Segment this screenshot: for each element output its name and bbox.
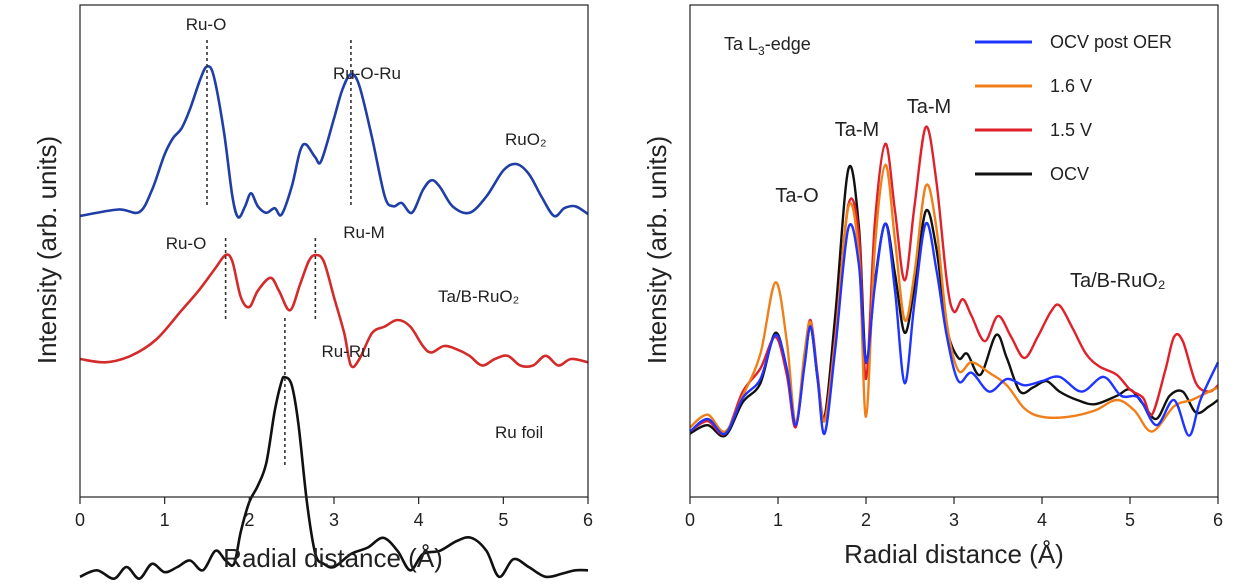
p1-x-tick-label: 6 — [583, 510, 593, 530]
p1-annotation-ru-m: Ru-M — [343, 223, 385, 242]
p1-series-ruo2 — [79, 64, 589, 219]
p2-legend-label-ocv-post-oer: OCV post OER — [1050, 32, 1172, 52]
p2-x-tick-label: 5 — [1125, 510, 1135, 530]
p1-x-axis-label: Radial distance (Å) — [223, 543, 443, 573]
p2-legend-label-1-6-v: 1.6 V — [1050, 76, 1092, 96]
p2-edge-label-tail: -edge — [765, 34, 811, 54]
p1-series-ru-foil — [79, 375, 589, 580]
p2-annotation-ta-o: Ta-O — [775, 185, 818, 207]
p1-annotation-ru-o-top: Ru-O — [186, 15, 227, 34]
p2-edge-label-main: Ta L — [724, 34, 758, 54]
p2-legend-label-1-5-v: 1.5 V — [1050, 120, 1092, 140]
p1-x-tick-label: 2 — [244, 510, 254, 530]
p2-series-group — [689, 125, 1220, 438]
p2-legend-label-ocv: OCV — [1050, 164, 1089, 184]
p2-x-axis-label: Radial distance (Å) — [844, 539, 1064, 569]
p1-series-ta-b-ruo2 — [79, 253, 589, 369]
p1-y-axis-label: Intensity (arb. units) — [32, 136, 62, 364]
p1-x-tick-label: 4 — [414, 510, 424, 530]
p2-x-tick-label: 4 — [1037, 510, 1047, 530]
p1-x-tick-label: 1 — [160, 510, 170, 530]
p2-x-tick-label: 3 — [949, 510, 959, 530]
p2-x-tick-label: 2 — [861, 510, 871, 530]
p2-legend: OCV post OER 1.6 V 1.5 V OCV — [975, 32, 1172, 184]
p1-x-tick-label: 5 — [498, 510, 508, 530]
p2-x-axis: 0 1 2 3 4 5 6 — [685, 497, 1223, 530]
p1-series-group — [79, 64, 589, 580]
p2-annotation-ta-m-1: Ta-M — [835, 119, 879, 141]
p2-series-1-6-v — [689, 163, 1219, 433]
chart-panel-left: 0 1 2 3 4 5 6 Ru-O Ru-O-Ru Ru-O Ru-M Ru-Ru RuO… — [32, 4, 593, 580]
p1-peak-markers — [206, 40, 352, 466]
p1-x-tick-label: 0 — [75, 510, 85, 530]
p1-x-tick-label: 3 — [329, 510, 339, 530]
p1-annotation-ru-o-mid: Ru-O — [166, 234, 207, 253]
p2-edge-label: Ta L3-edge — [724, 34, 811, 58]
p1-label-ruo2: RuO₂ — [505, 130, 547, 149]
p2-annotation-ta-m-2: Ta-M — [907, 96, 951, 118]
p2-edge-label-sub: 3 — [758, 44, 765, 58]
p2-label-tab-ruo2: Ta/B-RuO₂ — [1070, 270, 1166, 292]
p2-series-ocv-post-oer — [689, 222, 1220, 437]
p1-annotation-ru-o-ru: Ru-O-Ru — [333, 64, 401, 83]
p2-x-tick-label: 6 — [1213, 510, 1223, 530]
p2-x-tick-label: 0 — [685, 510, 695, 530]
p1-label-ru-foil: Ru foil — [495, 423, 543, 442]
p2-y-axis-label: Intensity (arb. units) — [642, 136, 672, 364]
p1-label-tab-ruo2: Ta/B-RuO₂ — [438, 287, 519, 306]
p2-x-tick-label: 1 — [773, 510, 783, 530]
p2-plot-frame — [689, 4, 1219, 498]
p1-x-axis: 0 1 2 3 4 5 6 — [75, 497, 593, 530]
p1-annotation-ru-ru: Ru-Ru — [321, 342, 370, 361]
